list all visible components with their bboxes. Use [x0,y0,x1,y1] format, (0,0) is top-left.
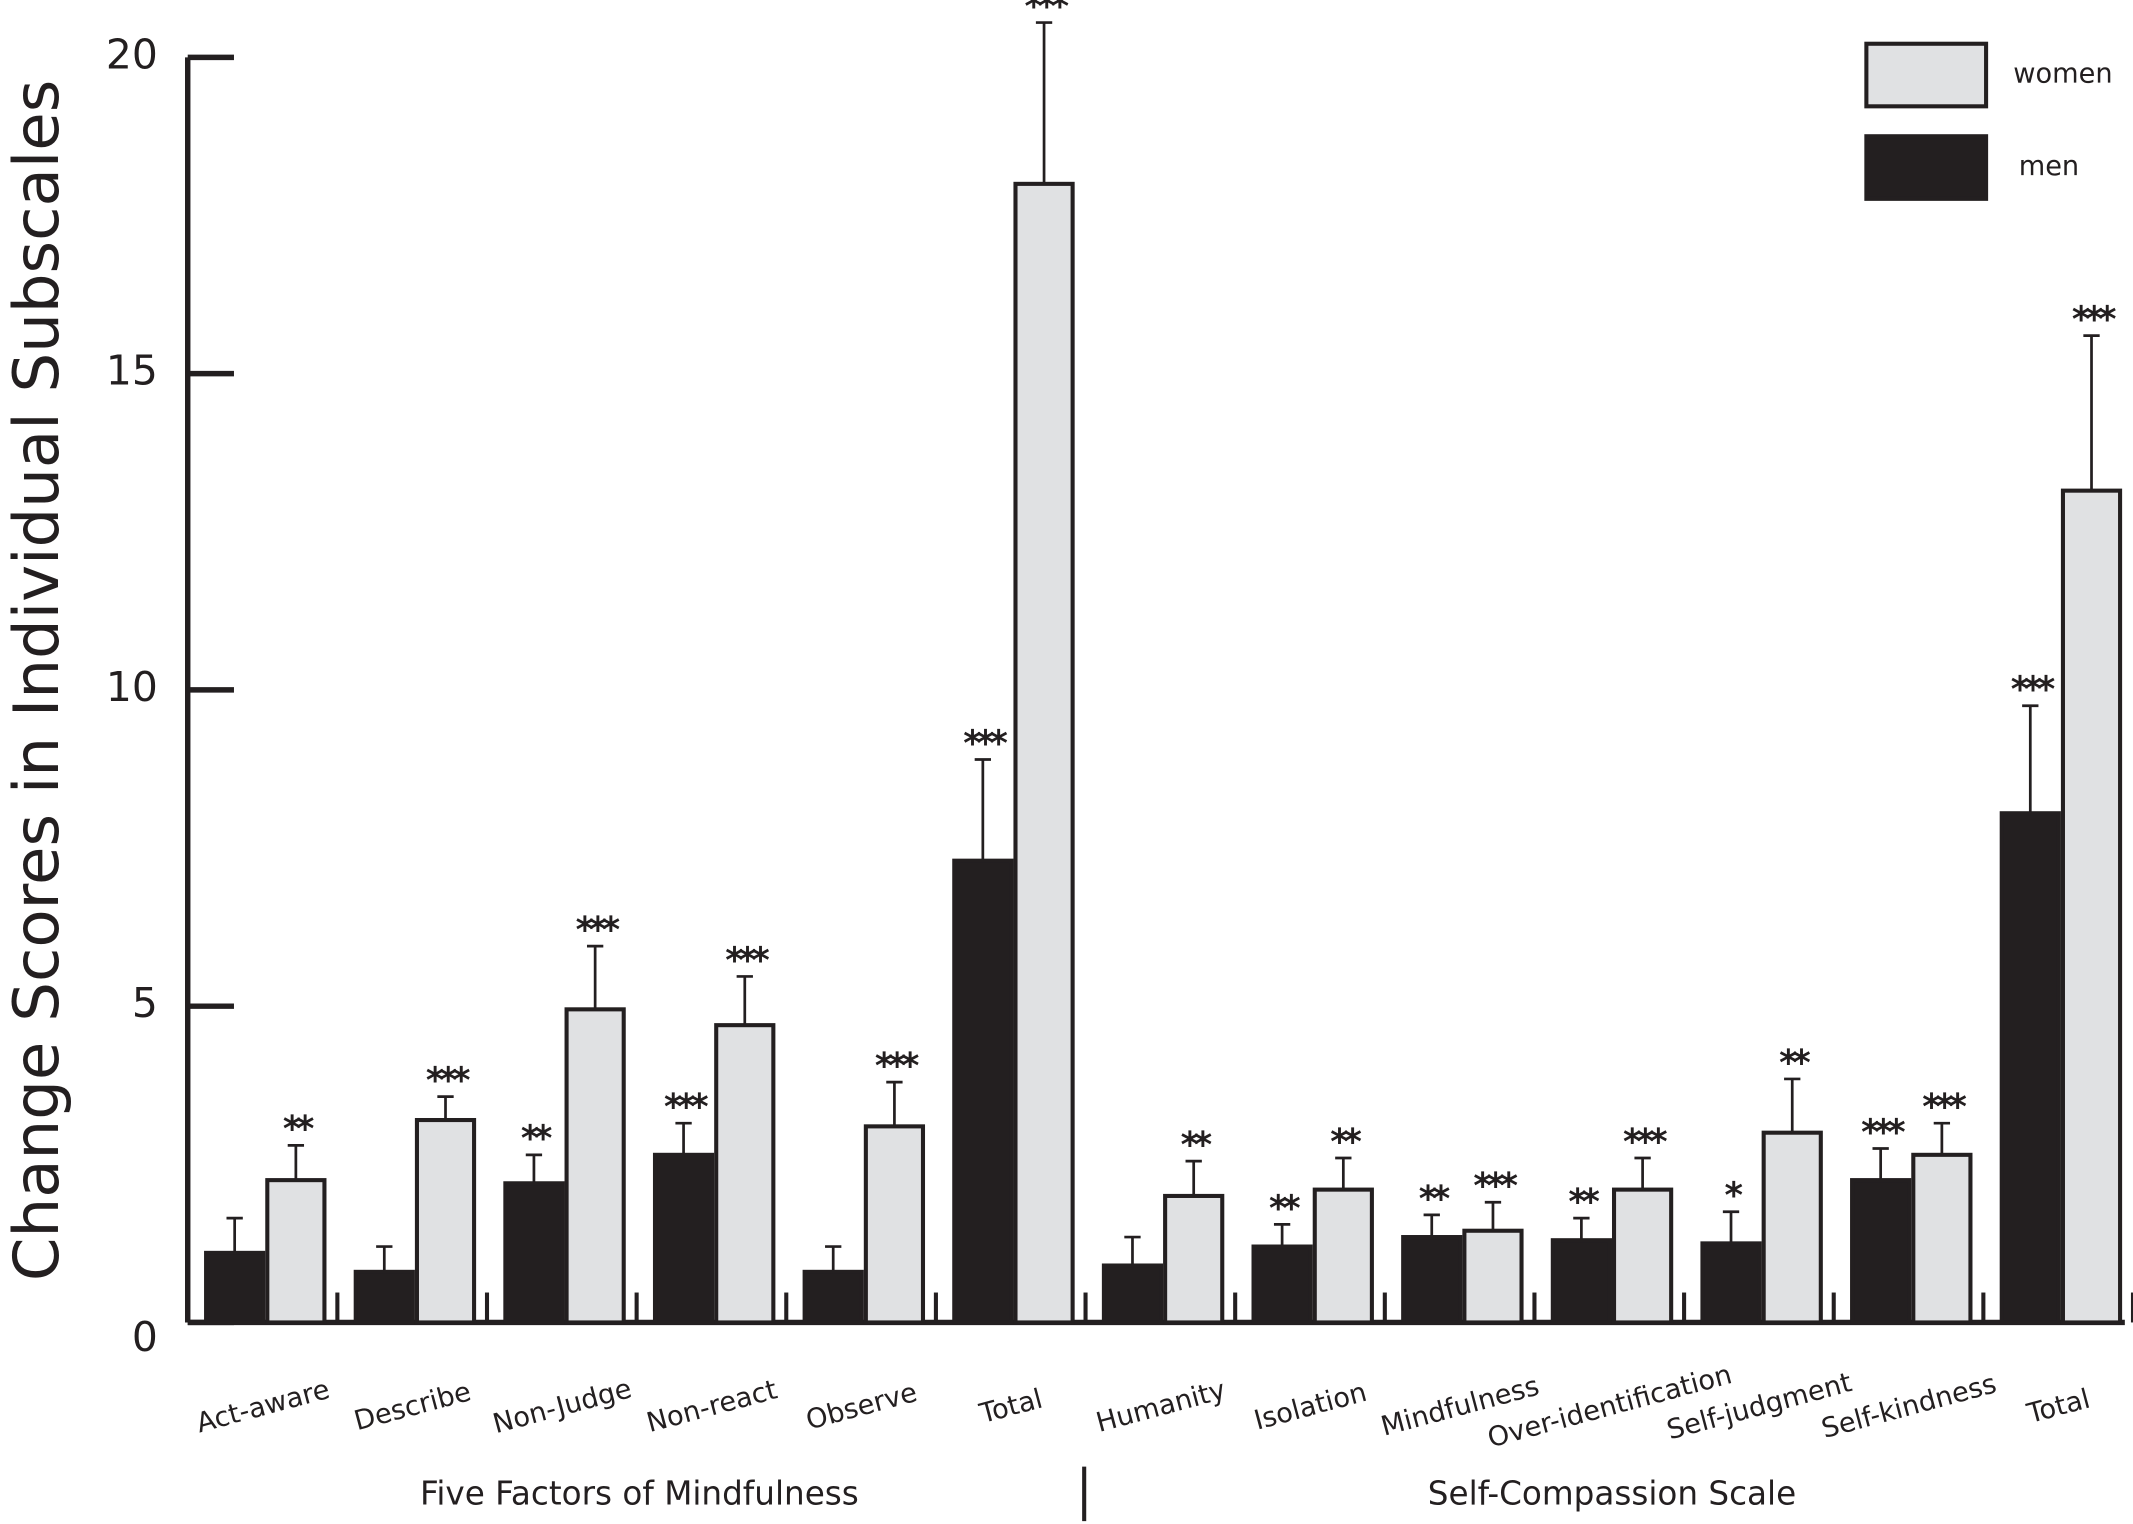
x-tick-label: Isolation [1251,1377,1370,1437]
significance-label: *** [426,1061,470,1102]
x-tick-label: Total [976,1384,1046,1431]
bar [802,1269,864,1325]
x-tick-label: Act-aware [193,1374,333,1439]
significance-label: *** [2011,670,2055,711]
x-tick-label: Observe [803,1377,921,1436]
legend-label: women [2013,59,2112,90]
bar [265,1178,327,1325]
x-tick-label: Describe [351,1376,474,1437]
x-tick-label: Humanity [1093,1375,1229,1439]
bar [1761,1130,1823,1325]
group-label: Five Factors of Mindfulness [420,1475,859,1513]
x-tick-label: Non-Judge [490,1373,635,1440]
bar [353,1269,415,1325]
bar [1700,1241,1762,1325]
significance-label: * [1724,1176,1742,1217]
bar [1312,1187,1374,1325]
bar [714,1023,776,1325]
significance-label: ** [1330,1122,1361,1163]
legend-label: men [2019,151,2079,182]
y-tick-label: 5 [132,979,158,1027]
bar [1101,1263,1164,1325]
bar [1550,1238,1612,1325]
bar [503,1181,565,1325]
bar [1251,1244,1313,1325]
group-label: Self-Compassion Scale [1428,1475,1796,1513]
significance-label: *** [963,723,1007,764]
bar [652,1152,715,1325]
bar [564,1007,626,1325]
bar [1163,1193,1225,1325]
x-tick-label: Non-react [643,1374,780,1439]
significance-label: *** [1861,1112,1905,1153]
significance-label: ** [1779,1043,1810,1084]
significance-label: ** [1181,1125,1212,1166]
significance-label: *** [1922,1087,1966,1128]
significance-label: *** [664,1087,708,1128]
significance-label: *** [1473,1166,1517,1207]
bar [1850,1178,1912,1325]
bar [414,1117,477,1325]
significance-label: ** [1568,1182,1599,1223]
significance-label: *** [725,940,769,981]
significance-label: *** [2072,300,2116,341]
bar [952,858,1014,1325]
significance-label: *** [1024,0,1068,27]
significance-label: *** [1623,1122,1667,1163]
significance-label: ** [1269,1188,1300,1229]
bar [1462,1228,1524,1325]
bar [204,1250,266,1325]
y-tick-label: 0 [132,1313,158,1361]
y-axis-title: Change Scores in Individual Subscales [0,80,73,1282]
significance-label: ** [283,1109,314,1150]
legend-swatch [1864,41,1989,109]
bar [1999,811,2061,1325]
x-tick-label: Total [2023,1384,2093,1431]
bar [2060,488,2123,1325]
significance-label: ** [521,1119,552,1160]
significance-label: *** [875,1046,919,1087]
y-tick-label: 10 [106,663,158,711]
significance-label: *** [576,910,620,951]
y-tick-label: 20 [106,30,158,78]
bar [863,1124,926,1325]
bar [1611,1187,1674,1325]
y-tick-label: 15 [106,347,158,395]
significance-label: ** [1419,1179,1450,1220]
bar [1911,1152,1973,1325]
bar [1401,1235,1463,1325]
bar [1013,181,1075,1325]
legend-swatch [1864,134,1989,201]
